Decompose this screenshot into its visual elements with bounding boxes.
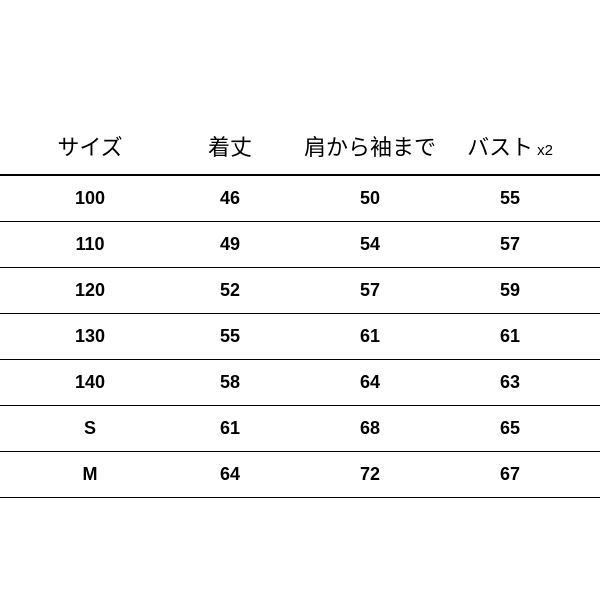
- size-table: サイズ 着丈 肩から袖まで バストx2 100 46 50 55 110 49 …: [0, 130, 600, 498]
- divider: [0, 497, 600, 498]
- cell-length: 55: [160, 326, 300, 347]
- table-row: 130 55 61 61: [0, 314, 600, 359]
- cell-size: 120: [20, 280, 160, 301]
- cell-bust: 61: [440, 326, 580, 347]
- cell-size: 130: [20, 326, 160, 347]
- cell-length: 52: [160, 280, 300, 301]
- cell-sleeve: 57: [300, 280, 440, 301]
- table-row: 100 46 50 55: [0, 176, 600, 221]
- table-row: S 61 68 65: [0, 406, 600, 451]
- col-header-label: バスト: [467, 135, 533, 160]
- cell-size: S: [20, 418, 160, 439]
- col-header-label: サイズ: [57, 135, 122, 160]
- cell-bust: 65: [440, 418, 580, 439]
- col-header-label: 肩から袖まで: [304, 135, 436, 160]
- cell-bust: 57: [440, 234, 580, 255]
- cell-length: 49: [160, 234, 300, 255]
- cell-size: 110: [20, 234, 160, 255]
- cell-bust: 63: [440, 372, 580, 393]
- cell-sleeve: 64: [300, 372, 440, 393]
- col-header-size: サイズ: [20, 130, 160, 162]
- table-row: 140 58 64 63: [0, 360, 600, 405]
- cell-length: 58: [160, 372, 300, 393]
- cell-sleeve: 54: [300, 234, 440, 255]
- col-header-sub: x2: [537, 142, 553, 159]
- cell-size: M: [20, 464, 160, 485]
- cell-sleeve: 68: [300, 418, 440, 439]
- cell-bust: 59: [440, 280, 580, 301]
- cell-bust: 55: [440, 188, 580, 209]
- col-header-sleeve: 肩から袖まで: [300, 130, 440, 162]
- cell-length: 64: [160, 464, 300, 485]
- table-row: 110 49 54 57: [0, 222, 600, 267]
- col-header-label: 着丈: [208, 135, 252, 160]
- cell-length: 61: [160, 418, 300, 439]
- cell-bust: 67: [440, 464, 580, 485]
- col-header-length: 着丈: [160, 130, 300, 162]
- col-header-bust: バストx2: [440, 130, 580, 162]
- cell-size: 140: [20, 372, 160, 393]
- cell-size: 100: [20, 188, 160, 209]
- cell-length: 46: [160, 188, 300, 209]
- cell-sleeve: 50: [300, 188, 440, 209]
- cell-sleeve: 61: [300, 326, 440, 347]
- table-header-row: サイズ 着丈 肩から袖まで バストx2: [0, 130, 600, 174]
- table-row: M 64 72 67: [0, 452, 600, 497]
- cell-sleeve: 72: [300, 464, 440, 485]
- table-row: 120 52 57 59: [0, 268, 600, 313]
